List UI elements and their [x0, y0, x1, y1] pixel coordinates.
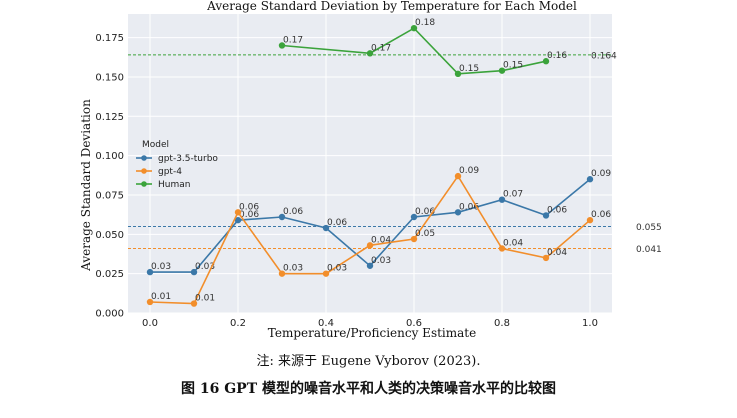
data-point	[410, 213, 418, 221]
data-label: 0.16	[547, 51, 567, 61]
data-point	[454, 172, 462, 180]
legend-entry: gpt-3.5-turbo	[158, 154, 218, 164]
x-tick-label: 0.6	[406, 318, 422, 329]
data-point	[454, 209, 462, 216]
data-label: 0.06	[591, 210, 611, 220]
series-Human: 0.17 0.17 0.18 0.15 0.15 0.16	[278, 18, 567, 78]
data-label: 0.01	[151, 292, 171, 302]
data-label: 0.06	[239, 210, 259, 220]
y-tick-label: 0.175	[95, 33, 124, 44]
data-point	[498, 67, 506, 74]
data-point	[234, 216, 242, 224]
data-label: 0.05	[415, 229, 435, 239]
data-point	[586, 176, 594, 183]
data-point	[322, 224, 330, 232]
data-label: 0.18	[415, 18, 435, 28]
data-label: 0.06	[547, 205, 567, 215]
data-point	[190, 268, 198, 276]
grid	[128, 14, 612, 314]
data-point	[542, 212, 550, 219]
data-label: 0.04	[371, 235, 391, 245]
data-point	[146, 268, 154, 276]
data-label: 0.06	[239, 202, 259, 212]
y-tick-label: 0.075	[95, 190, 124, 201]
data-label: 0.03	[151, 262, 171, 272]
data-point	[366, 50, 374, 57]
data-label: 0.03	[283, 264, 303, 274]
data-label: 0.03	[195, 262, 215, 272]
data-label: 0.06	[459, 202, 479, 212]
data-point	[586, 216, 594, 224]
data-label: 0.06	[415, 207, 435, 217]
data-point	[542, 58, 550, 65]
line-chart: Average Standard Deviation by Temperatur…	[79, 0, 662, 340]
x-axis-label: Temperature/Proficiency Estimate	[268, 326, 476, 340]
data-label: 0.15	[503, 61, 523, 71]
y-tick-label: 0.025	[95, 269, 124, 280]
axes: 0.000 0.025 0.050 0.075 0.100 0.125 0.150 0.175…	[95, 33, 598, 329]
data-label: 0.04	[547, 248, 567, 258]
y-tick-label: 0.000	[95, 309, 124, 320]
x-tick-label: 1.0	[582, 318, 598, 329]
y-tick-label: 0.125	[95, 112, 124, 123]
y-tick-label: 0.150	[95, 72, 124, 83]
legend-entry: gpt-4	[158, 167, 182, 177]
y-tick-label: 0.100	[95, 151, 124, 162]
data-label: 0.04	[503, 238, 523, 248]
legend-title: Model	[142, 140, 169, 150]
mean-label-gpt-4: 0.041	[636, 245, 662, 255]
legend-swatch-marker	[141, 155, 147, 161]
data-label: 0.09	[591, 169, 611, 179]
data-point	[498, 245, 506, 252]
data-label: 0.06	[283, 207, 303, 217]
data-point	[454, 70, 462, 78]
data-point	[498, 196, 506, 203]
y-axis-label: Average Standard Deviation	[79, 99, 93, 272]
data-point	[542, 254, 550, 262]
series-gpt-4: 0.01 0.01 0.06 0.03 0.03 0.04 0.05 0.09 0.04 0.04…	[146, 166, 611, 307]
data-label: 0.15	[459, 64, 479, 74]
data-point	[278, 213, 286, 221]
data-label: 0.01	[195, 294, 215, 304]
mean-label-Human: 0.164	[591, 51, 617, 61]
series-line	[281, 27, 547, 75]
x-tick-label: 0.2	[230, 318, 246, 329]
data-label: 0.17	[283, 35, 303, 45]
data-point	[410, 235, 418, 243]
data-point	[366, 242, 374, 249]
series: 0.03 0.030.06 0.060.060.030.06 0.060.070.06…	[146, 18, 611, 307]
data-label: 0.06	[327, 218, 347, 228]
legend: Model gpt-3.5-turbo gpt-4 Human	[136, 140, 218, 190]
data-point	[234, 209, 242, 216]
data-point	[190, 300, 198, 307]
x-tick-label: 0.8	[494, 318, 510, 329]
legend-swatch-marker	[141, 181, 147, 187]
data-label: 0.03	[371, 256, 391, 266]
data-point	[146, 298, 154, 306]
data-point	[366, 262, 374, 269]
chart-title: Average Standard Deviation by Temperatur…	[206, 0, 577, 13]
legend-entry: Human	[158, 180, 190, 190]
data-label: 0.09	[459, 166, 479, 176]
x-tick-label: 0.4	[318, 318, 334, 329]
figure-caption: 图 16 GPT 模型的噪音水平和人类的决策噪音水平的比较图	[180, 381, 556, 397]
source-note: 注: 来源于 Eugene Vyborov (2023).	[256, 354, 481, 369]
data-label: 0.07	[503, 190, 523, 200]
data-point	[322, 270, 330, 277]
data-label: 0.03	[327, 264, 347, 274]
data-point	[410, 24, 418, 32]
mean-label-gpt-3.5-turbo: 0.055	[636, 223, 662, 233]
y-tick-label: 0.050	[95, 230, 124, 241]
data-point	[278, 42, 286, 49]
legend-swatch-marker	[141, 168, 147, 174]
series-gpt-3.5-turbo: 0.03 0.030.06 0.060.060.030.06 0.060.070.06…	[146, 169, 611, 276]
data-point	[278, 270, 286, 277]
data-label: 0.17	[371, 43, 391, 53]
x-tick-label: 0.0	[142, 318, 158, 329]
